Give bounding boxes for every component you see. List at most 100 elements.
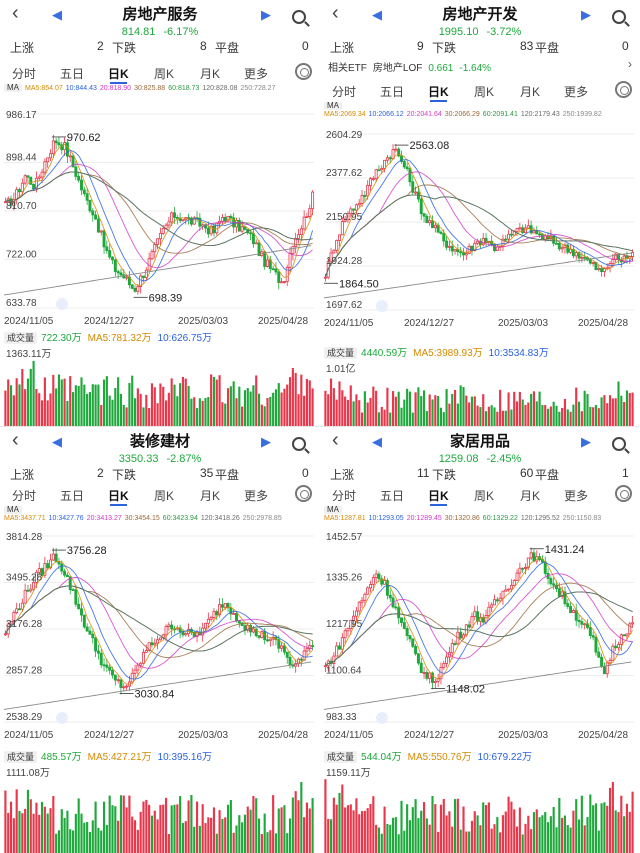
ma-selector[interactable]: MA [324,102,342,110]
settings-icon[interactable] [295,63,312,80]
volume-bar [49,393,52,426]
refresh-icon[interactable] [56,298,68,310]
candle [111,669,114,676]
volume-bar [187,385,190,426]
ma-selector[interactable]: MA [4,506,22,514]
volume-bar [355,394,358,426]
tab-4[interactable]: 月K [520,489,541,503]
candle [212,611,216,618]
search-icon[interactable] [612,10,626,24]
tab-3[interactable]: 周K [474,85,495,99]
candle [509,233,513,236]
settings-icon[interactable] [615,485,632,502]
candle [428,220,432,224]
tab-4[interactable]: 月K [520,85,541,99]
kline-area[interactable]: 1452.57 1335.26 1217.95 1100.64 983.33 1431.2… [320,522,640,744]
search-icon[interactable] [292,437,306,451]
volume-bar [451,394,454,426]
volume-bar [229,800,232,853]
kline-area[interactable]: 3814.28 3495.28 3176.28 2857.28 2538.29 3756.… [0,522,320,744]
volume-bar [507,392,510,426]
volume-bar [572,404,575,426]
next-triangle-icon[interactable]: ▶ [261,434,271,449]
tab-5[interactable]: 更多 [244,489,269,503]
settings-icon[interactable] [615,81,632,98]
tab-5[interactable]: 更多 [244,67,269,81]
prev-triangle-icon[interactable]: ◀ [52,7,62,22]
tab-2[interactable]: 日K [428,489,449,506]
tab-1[interactable]: 五日 [60,489,85,503]
tab-2[interactable]: 日K [108,67,129,84]
candle [251,233,255,245]
tab-4[interactable]: 月K [200,67,221,81]
volume-selector[interactable]: 成交量 [324,751,358,763]
tab-3[interactable]: 周K [154,489,175,503]
candle [51,553,55,561]
prev-triangle-icon[interactable]: ◀ [372,7,382,22]
search-icon[interactable] [612,437,626,451]
next-triangle-icon[interactable]: ▶ [581,434,591,449]
next-triangle-icon[interactable]: ▶ [581,7,591,22]
stat-up-value: 2 [97,39,104,53]
candle [484,614,488,623]
kline-area[interactable]: 986.17 898.44 810.70 722.00 633.78 970.62 698.… [0,100,320,330]
volume-bar [507,796,510,853]
volume-bar [108,795,111,853]
volume-selector[interactable]: 成交量 [324,347,358,359]
refresh-icon[interactable] [376,300,388,312]
volume-bar [572,810,575,853]
prev-triangle-icon[interactable]: ◀ [372,434,382,449]
stat-up-value: 2 [97,466,104,480]
candle [433,681,437,683]
tab-3[interactable]: 周K [154,67,175,81]
chevron-left-icon[interactable]: ‹ [332,2,339,24]
tab-1[interactable]: 五日 [380,85,405,99]
chevron-left-icon[interactable]: ‹ [12,429,19,451]
candle [405,627,409,636]
candle [433,224,437,229]
prev-triangle-icon[interactable]: ◀ [52,434,62,449]
tab-1[interactable]: 五日 [60,67,85,81]
chevron-left-icon[interactable]: ‹ [332,429,339,451]
tab-4[interactable]: 月K [200,489,221,503]
candle [447,245,451,248]
tab-0[interactable]: 分时 [332,85,357,99]
volume-bar [305,802,309,853]
volume-selector[interactable]: 成交量 [4,751,38,763]
candle [105,664,109,668]
chevron-left-icon[interactable]: ‹ [12,2,19,24]
tab-3[interactable]: 周K [474,489,495,503]
refresh-icon[interactable] [376,712,388,724]
candle [96,218,100,233]
stat-down-value: 60 [520,466,534,480]
tab-5[interactable]: 更多 [564,85,589,99]
tab-0[interactable]: 分时 [12,489,37,503]
tab-1[interactable]: 五日 [380,489,405,503]
refresh-icon[interactable] [56,712,68,724]
candle [136,664,140,671]
volume-area: 成交量 544.04万 MA5:550.76万 10:679.22万 1159.11万 [320,749,640,853]
volume-bar [490,405,493,426]
ma-value-5: 120:3418.26 [200,515,240,522]
related-etf[interactable]: 相关ETF 房地产LOF 0.661 -1.64% › [328,57,638,74]
tab-5[interactable]: 更多 [564,489,589,503]
settings-icon[interactable] [295,485,312,502]
tab-2[interactable]: 日K [428,85,449,102]
candle [206,227,210,235]
next-triangle-icon[interactable]: ▶ [261,7,271,22]
ma-selector[interactable]: MA [4,84,22,92]
candle [26,589,30,592]
kline-area[interactable]: 2604.29 2377.62 2150.95 1924.28 1697.62 2563.… [320,120,640,332]
candle [450,245,454,252]
volume-selector[interactable]: 成交量 [4,332,38,344]
volume-bar [131,816,134,853]
candle [518,227,522,230]
volume-bar [226,804,230,853]
volume-bar [352,401,355,426]
tab-0[interactable]: 分时 [332,489,357,503]
ma-selector[interactable]: MA [324,506,342,514]
volume-bar [569,827,572,853]
search-icon[interactable] [292,10,306,24]
tab-2[interactable]: 日K [108,489,129,506]
tab-0[interactable]: 分时 [12,67,37,81]
